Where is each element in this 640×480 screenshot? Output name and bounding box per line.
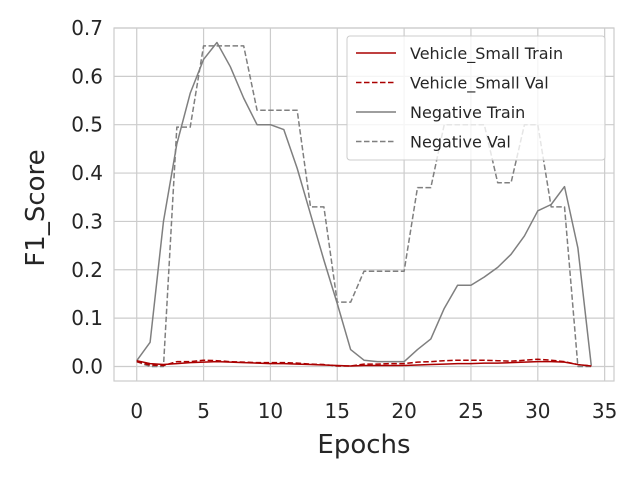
x-tick-label: 5 — [197, 399, 210, 423]
y-tick-label: 0.4 — [71, 161, 103, 185]
x-tick-label: 15 — [325, 399, 350, 423]
series-line-2 — [136, 41, 593, 366]
series-layer — [136, 41, 593, 368]
y-tick-label: 0.2 — [71, 258, 103, 282]
x-tick-label: 20 — [391, 399, 416, 423]
legend-label-3: Negative Val — [410, 133, 511, 152]
y-tick-label: 0.7 — [71, 16, 103, 40]
plot-frame — [113, 27, 615, 382]
legend-label-1: Vehicle_Small Val — [410, 74, 549, 94]
legend-label-0: Vehicle_Small Train — [410, 44, 563, 64]
legend: Vehicle_Small Train Vehicle_Small Val Nega… — [346, 35, 606, 161]
x-tick-label: 30 — [525, 399, 550, 423]
series-line-1 — [136, 358, 592, 367]
series-line-0 — [136, 359, 592, 367]
y-tick-labels: 0.0 0.1 0.2 0.3 0.4 0.5 0.6 0.7 — [71, 16, 103, 378]
legend-box — [346, 35, 606, 161]
y-tick-label: 0.1 — [71, 306, 103, 330]
x-tick-label: 0 — [130, 399, 143, 423]
x-axis-label: Epochs — [317, 430, 410, 460]
x-tick-labels: 0 5 10 15 20 25 30 35 — [130, 399, 617, 423]
y-tick-label: 0.0 — [71, 354, 103, 378]
x-tick-label: 25 — [458, 399, 483, 423]
y-axis-label: F1_Score — [21, 149, 51, 266]
y-tick-label: 0.6 — [71, 64, 103, 88]
series-line-3 — [136, 45, 592, 368]
legend-label-2: Negative Train — [410, 103, 525, 122]
y-tick-label: 0.3 — [71, 209, 103, 233]
y-tick-label: 0.5 — [71, 113, 103, 137]
x-tick-label: 35 — [592, 399, 617, 423]
x-tick-label: 10 — [258, 399, 283, 423]
